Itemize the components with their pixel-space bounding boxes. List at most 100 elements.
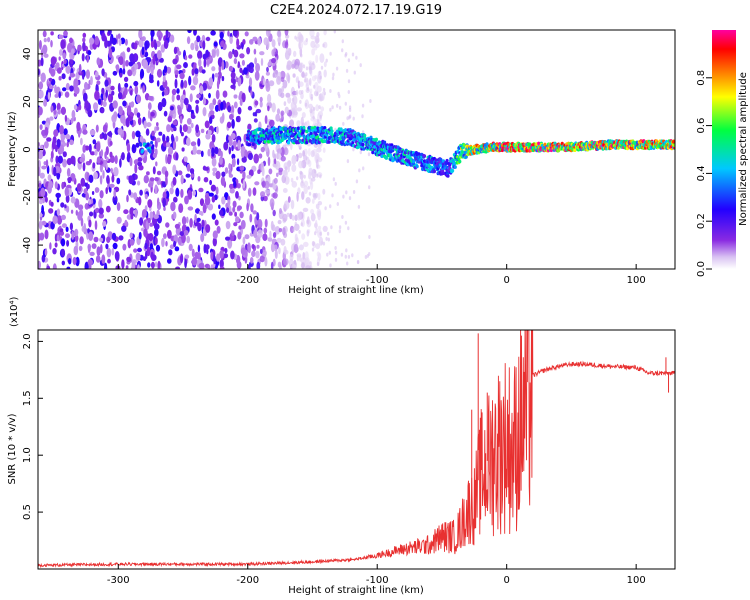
noise-speckle bbox=[81, 53, 85, 62]
noise-speckle bbox=[202, 40, 206, 50]
noise-speckle bbox=[220, 101, 224, 111]
noise-speckle bbox=[104, 79, 109, 88]
noise-speckle bbox=[310, 40, 316, 49]
noise-speckle bbox=[109, 36, 113, 45]
noise-speckle bbox=[186, 235, 191, 244]
noise-speckle bbox=[315, 159, 319, 169]
noise-speckle bbox=[80, 177, 86, 187]
noise-speckle bbox=[136, 112, 141, 118]
noise-speckle bbox=[162, 191, 167, 200]
noise-speckle bbox=[278, 228, 283, 233]
noise-speckle bbox=[66, 167, 71, 177]
noise-speckle bbox=[254, 70, 260, 81]
noise-speckle bbox=[298, 160, 304, 169]
noise-speckle bbox=[259, 96, 263, 103]
noise-speckle bbox=[214, 146, 219, 155]
noise-speckle bbox=[303, 155, 308, 161]
noise-speckle bbox=[155, 125, 160, 131]
noise-speckle bbox=[264, 189, 271, 194]
noise-speckle bbox=[94, 149, 98, 156]
noise-speckle bbox=[38, 166, 41, 177]
noise-speckle bbox=[108, 48, 113, 58]
noise-speckle bbox=[301, 262, 304, 267]
noise-speckle bbox=[300, 53, 303, 58]
noise-speckle bbox=[174, 223, 180, 229]
y-tick-label: 1.0 bbox=[22, 447, 33, 463]
noise-speckle bbox=[176, 88, 180, 94]
noise-speckle bbox=[315, 243, 321, 250]
noise-speckle bbox=[352, 190, 356, 194]
noise-speckle bbox=[271, 102, 276, 113]
noise-speckle bbox=[94, 90, 100, 101]
noise-speckle bbox=[47, 91, 51, 101]
noise-speckle bbox=[96, 57, 101, 66]
noise-speckle bbox=[184, 195, 189, 205]
noise-speckle bbox=[142, 85, 146, 94]
noise-speckle bbox=[161, 97, 167, 108]
noise-speckle bbox=[195, 208, 200, 214]
noise-speckle bbox=[95, 71, 99, 78]
signal-blob bbox=[315, 135, 320, 139]
noise-speckle bbox=[195, 99, 200, 104]
noise-speckle bbox=[200, 150, 204, 157]
noise-speckle bbox=[126, 47, 131, 53]
noise-speckle bbox=[278, 88, 283, 93]
noise-speckle bbox=[197, 176, 201, 182]
noise-speckle bbox=[89, 37, 95, 45]
noise-speckle bbox=[257, 229, 263, 238]
noise-speckle bbox=[246, 174, 252, 179]
noise-speckle bbox=[47, 174, 52, 182]
noise-speckle bbox=[210, 251, 214, 261]
noise-speckle bbox=[163, 65, 168, 73]
noise-speckle bbox=[51, 139, 56, 150]
noise-speckle bbox=[263, 37, 269, 46]
noise-speckle bbox=[352, 116, 355, 121]
noise-speckle bbox=[312, 61, 315, 66]
noise-speckle bbox=[56, 208, 61, 216]
noise-speckle bbox=[319, 53, 325, 63]
noise-speckle bbox=[220, 150, 223, 159]
noise-speckle bbox=[186, 137, 191, 147]
noise-speckle bbox=[260, 146, 265, 153]
noise-speckle bbox=[239, 165, 245, 171]
noise-speckle bbox=[122, 68, 126, 75]
noise-speckle bbox=[129, 112, 135, 117]
noise-speckle bbox=[46, 165, 50, 175]
noise-speckle bbox=[146, 57, 152, 63]
noise-speckle bbox=[197, 222, 202, 232]
noise-speckle bbox=[299, 62, 303, 72]
signal-blob bbox=[500, 148, 504, 153]
noise-speckle bbox=[133, 192, 138, 200]
noise-speckle bbox=[251, 250, 256, 258]
noise-speckle bbox=[89, 251, 95, 256]
noise-speckle bbox=[211, 213, 216, 220]
noise-speckle bbox=[83, 223, 86, 232]
noise-speckle bbox=[190, 173, 194, 178]
colorbar-tick-label: 0.2 bbox=[696, 213, 707, 229]
noise-speckle bbox=[237, 61, 240, 69]
noise-speckle bbox=[48, 77, 53, 82]
noise-speckle bbox=[192, 76, 199, 86]
signal-core bbox=[526, 145, 528, 149]
noise-speckle bbox=[147, 217, 151, 224]
noise-speckle bbox=[198, 187, 204, 193]
noise-speckle bbox=[180, 174, 184, 185]
noise-speckle bbox=[180, 188, 184, 198]
noise-speckle bbox=[216, 48, 220, 57]
noise-speckle bbox=[205, 224, 211, 233]
noise-speckle bbox=[305, 265, 311, 269]
noise-speckle bbox=[257, 169, 261, 174]
signal-blob bbox=[302, 125, 306, 130]
noise-speckle bbox=[248, 66, 254, 74]
noise-speckle bbox=[216, 126, 219, 135]
noise-speckle bbox=[259, 248, 263, 255]
noise-speckle bbox=[137, 180, 141, 186]
noise-speckle bbox=[134, 85, 139, 95]
snr-panel: -300 -200 -100 0 100 0.5 1.0 1.5 2.0 Height of … bbox=[7, 296, 676, 596]
noise-speckle bbox=[234, 211, 238, 217]
signal-blob bbox=[151, 144, 155, 148]
noise-speckle bbox=[303, 185, 308, 195]
noise-speckle bbox=[204, 120, 210, 129]
noise-speckle bbox=[294, 233, 298, 243]
noise-speckle bbox=[344, 254, 347, 259]
